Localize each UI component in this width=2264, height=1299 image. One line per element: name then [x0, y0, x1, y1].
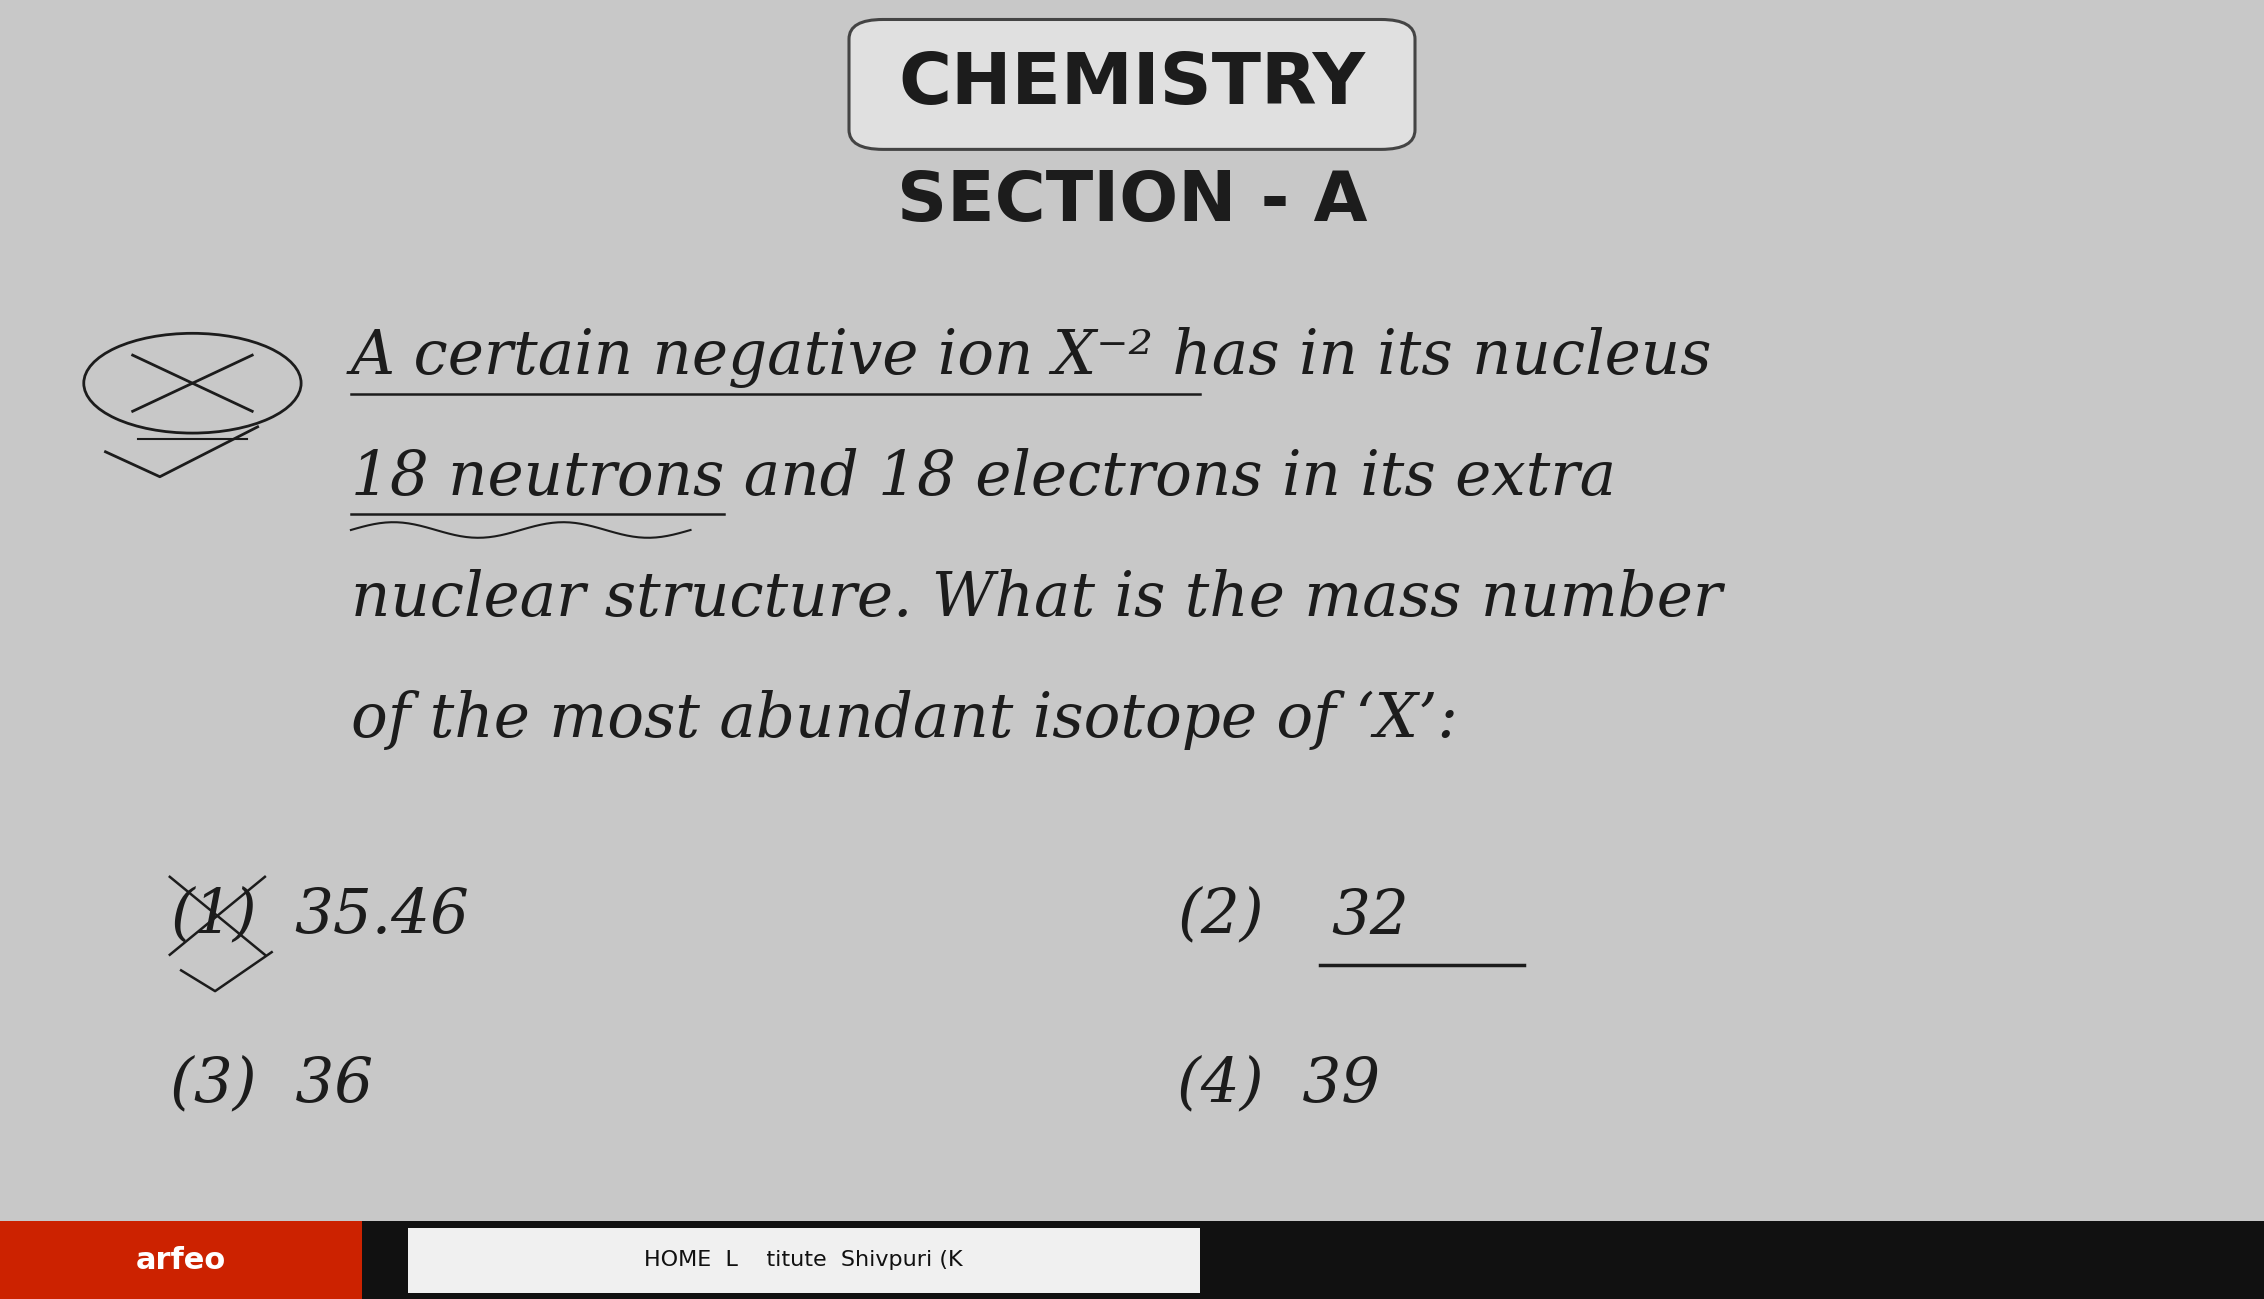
Text: 32: 32: [1331, 886, 1408, 946]
Text: (2): (2): [1177, 886, 1263, 946]
Text: 35.46: 35.46: [294, 886, 469, 946]
Text: (1): (1): [170, 886, 256, 946]
Text: A certain negative ion X⁻² has in its nucleus: A certain negative ion X⁻² has in its nu…: [351, 327, 1712, 387]
FancyBboxPatch shape: [0, 1221, 362, 1299]
Text: (4)  39: (4) 39: [1177, 1055, 1381, 1115]
Text: nuclear structure. What is the mass number: nuclear structure. What is the mass numb…: [351, 569, 1723, 629]
FancyBboxPatch shape: [408, 1228, 1200, 1293]
Text: (3)  36: (3) 36: [170, 1055, 374, 1115]
Text: HOME  L    titute  Shivpuri (K: HOME L titute Shivpuri (K: [645, 1250, 962, 1270]
FancyBboxPatch shape: [0, 1221, 2264, 1299]
Text: CHEMISTRY: CHEMISTRY: [899, 49, 1365, 120]
FancyBboxPatch shape: [849, 19, 1415, 149]
Text: SECTION - A: SECTION - A: [897, 168, 1367, 235]
Text: 18 neutrons and 18 electrons in its extra: 18 neutrons and 18 electrons in its extr…: [351, 448, 1616, 508]
Text: of the most abundant isotope of ‘X’:: of the most abundant isotope of ‘X’:: [351, 690, 1458, 750]
Text: arfeo: arfeo: [136, 1246, 226, 1274]
